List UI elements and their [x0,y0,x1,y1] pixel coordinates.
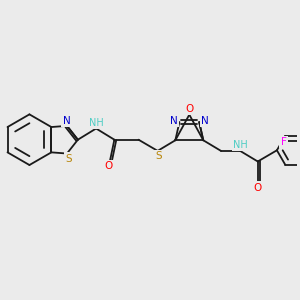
Text: N: N [201,116,209,126]
Text: S: S [65,154,72,164]
Text: N: N [62,116,70,126]
Text: O: O [254,183,262,193]
Text: F: F [281,137,286,147]
Text: NH: NH [89,118,104,128]
Text: S: S [155,151,162,161]
Text: NH: NH [233,140,248,150]
Text: O: O [185,104,194,114]
Text: N: N [170,116,177,126]
Text: O: O [104,161,112,171]
